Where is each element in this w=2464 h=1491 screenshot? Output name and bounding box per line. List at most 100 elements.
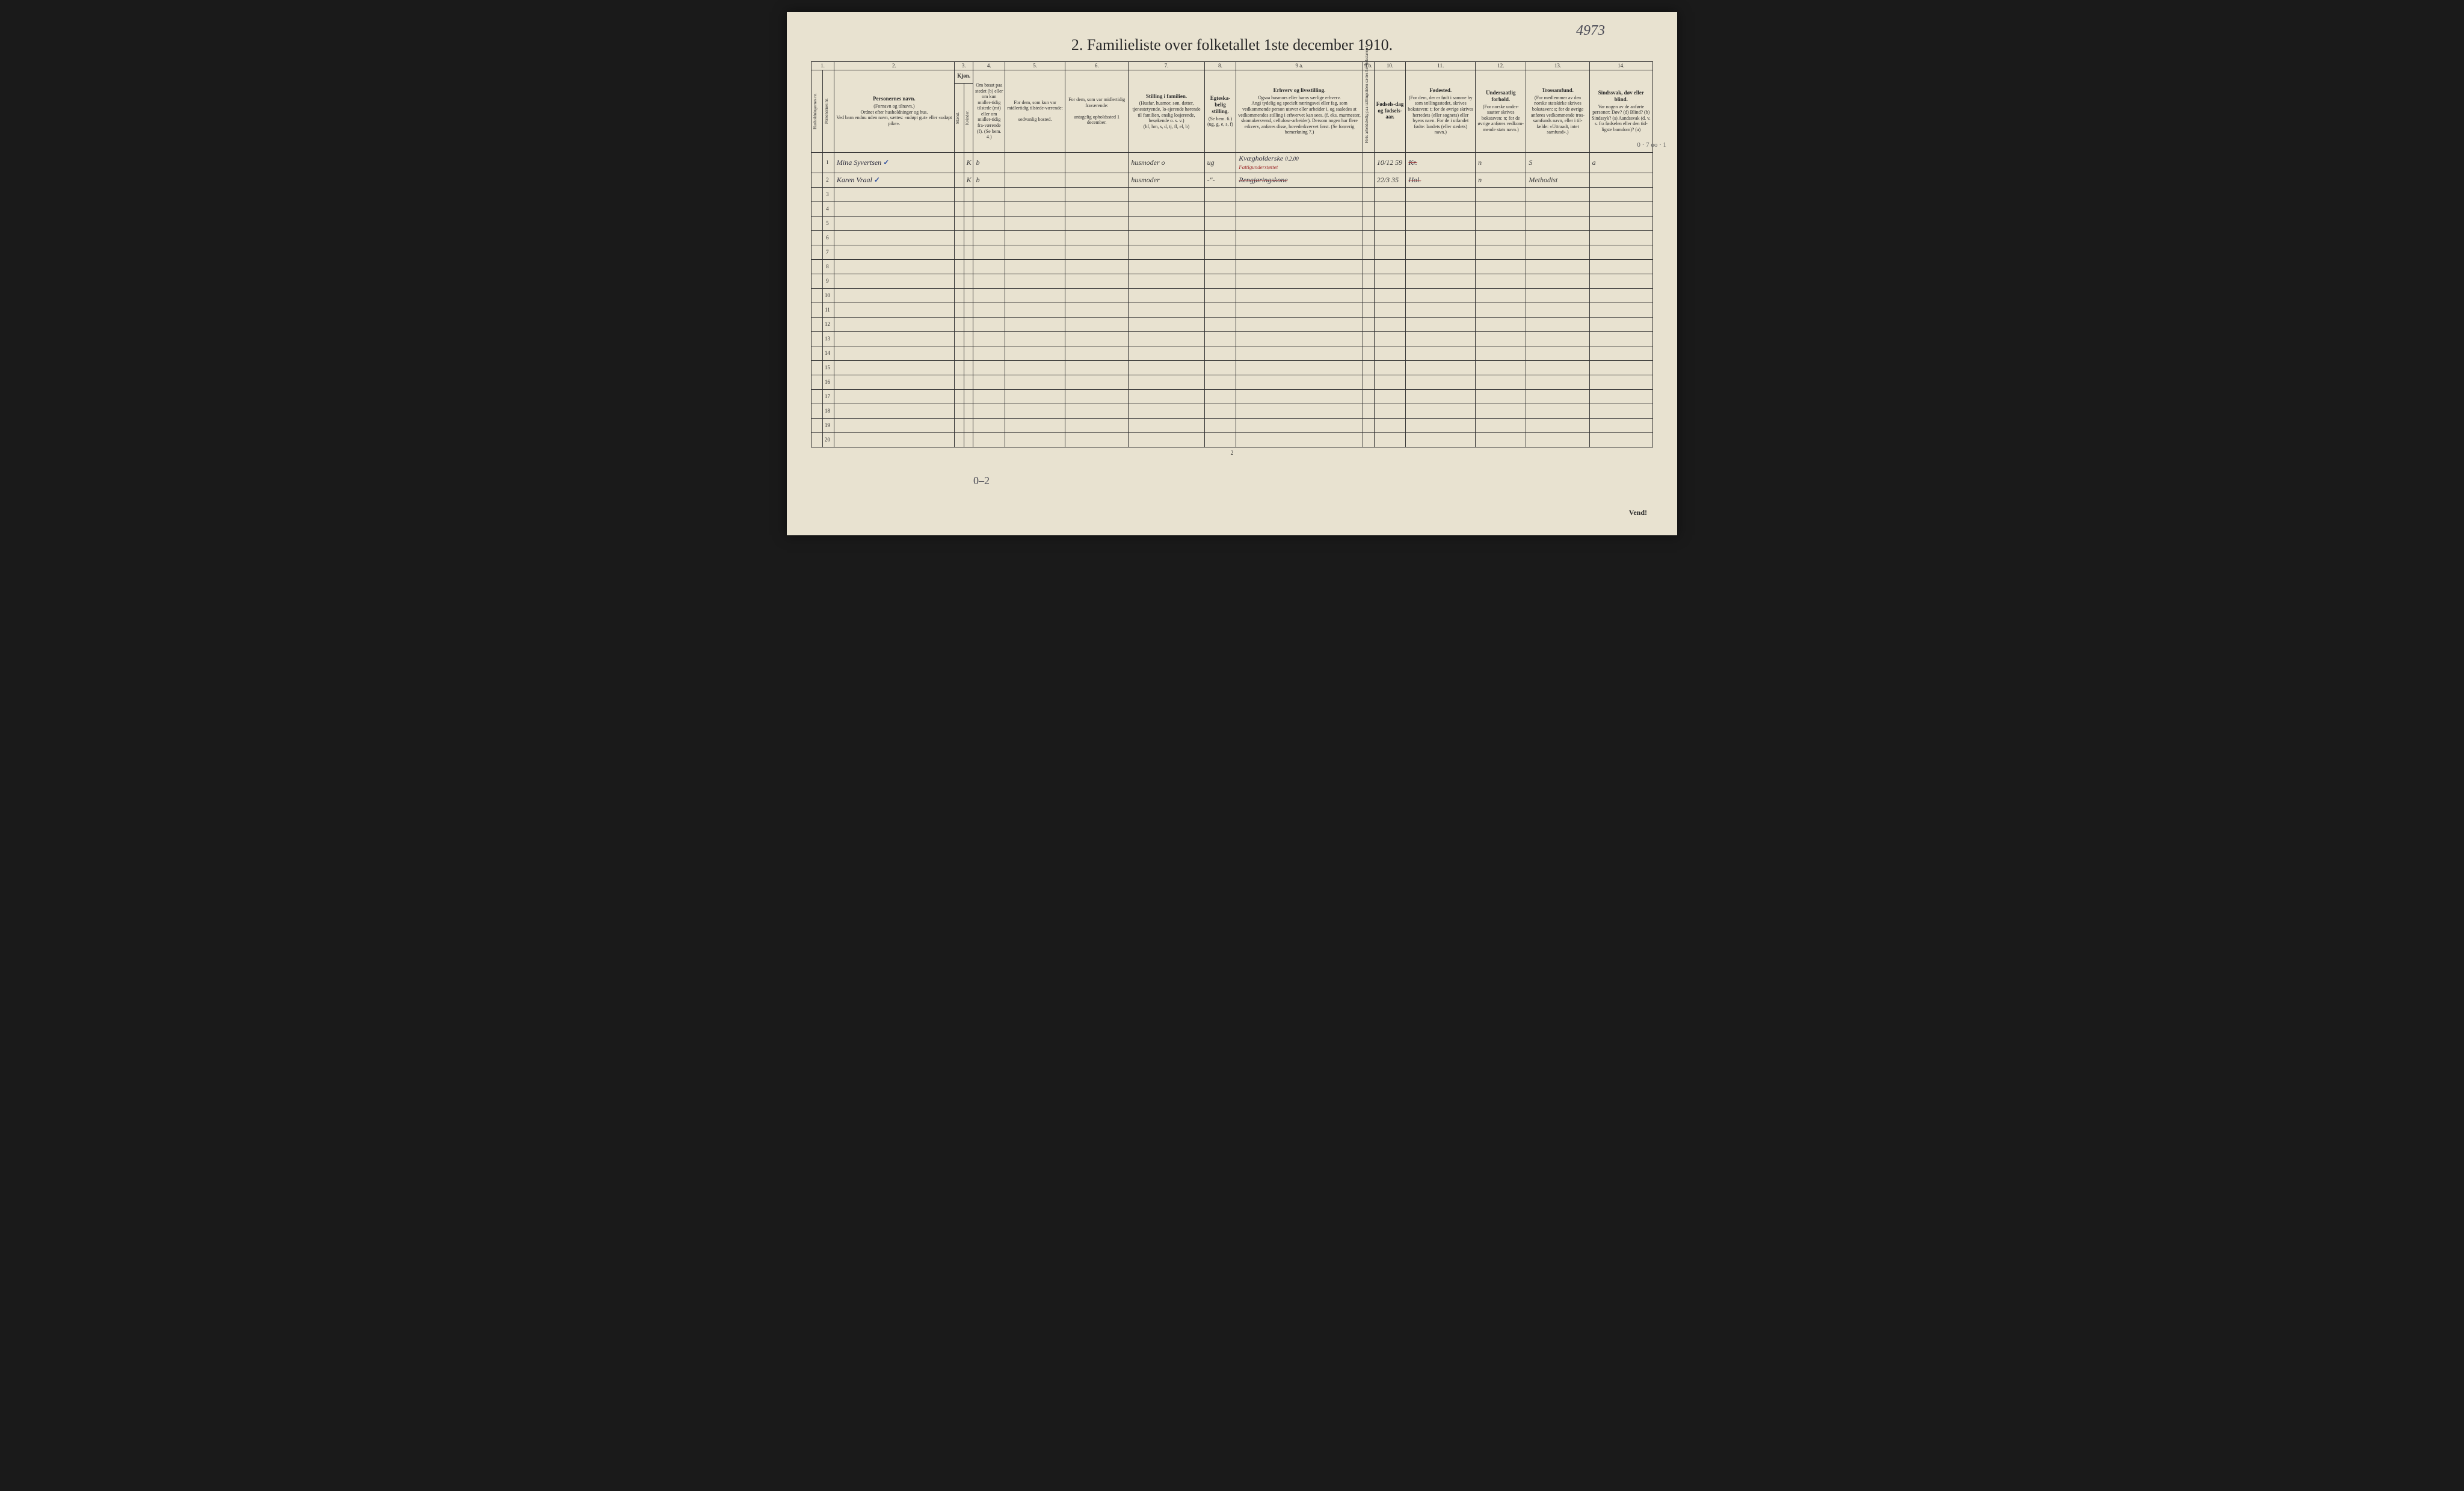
- table-row: 11: [812, 303, 1653, 317]
- cell-nationality: n: [1476, 173, 1526, 187]
- cell-disability: [1589, 173, 1652, 187]
- cell-sex-m: [954, 173, 964, 187]
- bottom-annotation: 0–2: [973, 475, 990, 487]
- cell-sex-m: [954, 152, 964, 173]
- hdr-occupation: Erhverv og livsstilling. Ogsaa husmors e…: [1236, 70, 1363, 153]
- footer-page-number: 2: [811, 450, 1653, 457]
- table-row: 20: [812, 432, 1653, 447]
- check-mark-icon: ✓: [883, 158, 889, 167]
- hdr-birth: Fødsels-dag og fødsels-aar.: [1374, 70, 1406, 153]
- cell-household: [812, 173, 823, 187]
- colnum-5: 5.: [1005, 62, 1065, 70]
- cell-marital: -"-: [1204, 173, 1236, 187]
- table-row: 19: [812, 418, 1653, 432]
- cell-name: Mina Syvertsen ✓: [834, 152, 954, 173]
- table-row: 1 Mina Syvertsen ✓ K b husmoder o ug Kvæ…: [812, 152, 1653, 173]
- check-mark-icon: ✓: [874, 176, 880, 184]
- hdr-family-position: Stilling i familien. (Husfar, husmor, sø…: [1129, 70, 1204, 153]
- cell-unemployed: [1363, 173, 1374, 187]
- table-row: 9: [812, 274, 1653, 288]
- table-row: 6: [812, 230, 1653, 245]
- cell-person-num: 1: [822, 152, 834, 173]
- cell-temp-absent: [1065, 173, 1129, 187]
- hdr-disability: Sindssvak, døv eller blind. Var nogen av…: [1589, 70, 1652, 153]
- table-row: 16: [812, 375, 1653, 389]
- margin-annotation: 0 · 7 oo · 1: [1637, 141, 1666, 149]
- cell-birthplace: Hol.: [1406, 173, 1476, 187]
- table-row: 13: [812, 331, 1653, 346]
- colnum-2: 2.: [834, 62, 954, 70]
- hdr-household-nr: Husholdningernes nr.: [812, 70, 823, 153]
- cell-family-pos: husmoder: [1129, 173, 1204, 187]
- table-row: 3: [812, 187, 1653, 201]
- table-row: 12: [812, 317, 1653, 331]
- hdr-nationality: Undersaatlig forhold. (For norske under-…: [1476, 70, 1526, 153]
- colnum-13: 13.: [1526, 62, 1589, 70]
- census-table: 1. 2. 3. 4. 5. 6. 7. 8. 9 a. 9 b. 10. 11…: [811, 61, 1653, 447]
- table-row: 5: [812, 216, 1653, 230]
- table-row: 15: [812, 360, 1653, 375]
- cell-birth: 22/3 35: [1374, 173, 1406, 187]
- cell-religion: S: [1526, 152, 1589, 173]
- colnum-6: 6.: [1065, 62, 1129, 70]
- cell-temp-present: [1005, 152, 1065, 173]
- column-number-row: 1. 2. 3. 4. 5. 6. 7. 8. 9 a. 9 b. 10. 11…: [812, 62, 1653, 70]
- cell-sex-k: K: [964, 173, 973, 187]
- cell-residence: b: [973, 152, 1005, 173]
- hdr-marital: Egteska-belig stilling. (Se bem. 6.) (ug…: [1204, 70, 1236, 153]
- table-row: 2 Karen Vraal ✓ K b husmoder -"- Rengjør…: [812, 173, 1653, 187]
- hdr-sex-k: Kvinder.: [964, 83, 973, 152]
- hdr-person-nr: Personernes nr.: [822, 70, 834, 153]
- hdr-sex-m: Mænd.: [954, 83, 964, 152]
- cell-household: [812, 152, 823, 173]
- cell-temp-absent: [1065, 152, 1129, 173]
- cell-person-num: 2: [822, 173, 834, 187]
- table-row: 10: [812, 288, 1653, 303]
- table-row: 14: [812, 346, 1653, 360]
- hdr-name: Personernes navn. (Fornavn og tilnavn.) …: [834, 70, 954, 153]
- hdr-religion: Trossamfund. (For medlemmer av den norsk…: [1526, 70, 1589, 153]
- colnum-8: 8.: [1204, 62, 1236, 70]
- cell-occupation: Rengjøringskone: [1236, 173, 1363, 187]
- colnum-1: 1.: [812, 62, 834, 70]
- colnum-7: 7.: [1129, 62, 1204, 70]
- cell-family-pos: husmoder o: [1129, 152, 1204, 173]
- hdr-temp-present: For dem, som kun var midlertidig tilsted…: [1005, 70, 1065, 153]
- cell-sex-k: K: [964, 152, 973, 173]
- table-row: 18: [812, 404, 1653, 418]
- handwritten-page-number: 4973: [1576, 23, 1605, 39]
- colnum-9a: 9 a.: [1236, 62, 1363, 70]
- colnum-11: 11.: [1406, 62, 1476, 70]
- colnum-14: 14.: [1589, 62, 1652, 70]
- table-row: 4: [812, 201, 1653, 216]
- colnum-10: 10.: [1374, 62, 1406, 70]
- colnum-3: 3.: [954, 62, 973, 70]
- colnum-12: 12.: [1476, 62, 1526, 70]
- vend-text: Vend!: [1629, 508, 1647, 517]
- cell-birthplace: Kr.: [1406, 152, 1476, 173]
- table-row: 7: [812, 245, 1653, 259]
- title-text: Familieliste over folketallet 1ste decem…: [1087, 36, 1393, 54]
- census-page: 4973 2. Familieliste over folketallet 1s…: [787, 12, 1677, 535]
- table-body: 1 Mina Syvertsen ✓ K b husmoder o ug Kvæ…: [812, 152, 1653, 447]
- header-main-row: Husholdningernes nr. Personernes nr. Per…: [812, 70, 1653, 84]
- hdr-birthplace: Fødested. (For dem, der er født i samme …: [1406, 70, 1476, 153]
- table-header: 1. 2. 3. 4. 5. 6. 7. 8. 9 a. 9 b. 10. 11…: [812, 62, 1653, 153]
- cell-disability: a: [1589, 152, 1652, 173]
- hdr-sex: Kjøn.: [954, 70, 973, 84]
- cell-residence: b: [973, 173, 1005, 187]
- title-prefix: 2.: [1071, 36, 1083, 54]
- table-row: 17: [812, 389, 1653, 404]
- cell-nationality: n: [1476, 152, 1526, 173]
- colnum-4: 4.: [973, 62, 1005, 70]
- page-title: 2. Familieliste over folketallet 1ste de…: [811, 36, 1653, 54]
- hdr-unemployed: Hvis arbeidsledig paa tællingstiden sætt…: [1363, 70, 1374, 153]
- cell-temp-present: [1005, 173, 1065, 187]
- hdr-residence: Om bosat paa stedet (b) eller om kun mid…: [973, 70, 1005, 153]
- cell-occupation: Kvægholderske 0.2.00 Fattigunderstøttet: [1236, 152, 1363, 173]
- table-row: 8: [812, 259, 1653, 274]
- hdr-temp-absent: For dem, som var midlertidig fraværende:…: [1065, 70, 1129, 153]
- cell-unemployed: [1363, 152, 1374, 173]
- cell-marital: ug: [1204, 152, 1236, 173]
- cell-birth: 10/12 59: [1374, 152, 1406, 173]
